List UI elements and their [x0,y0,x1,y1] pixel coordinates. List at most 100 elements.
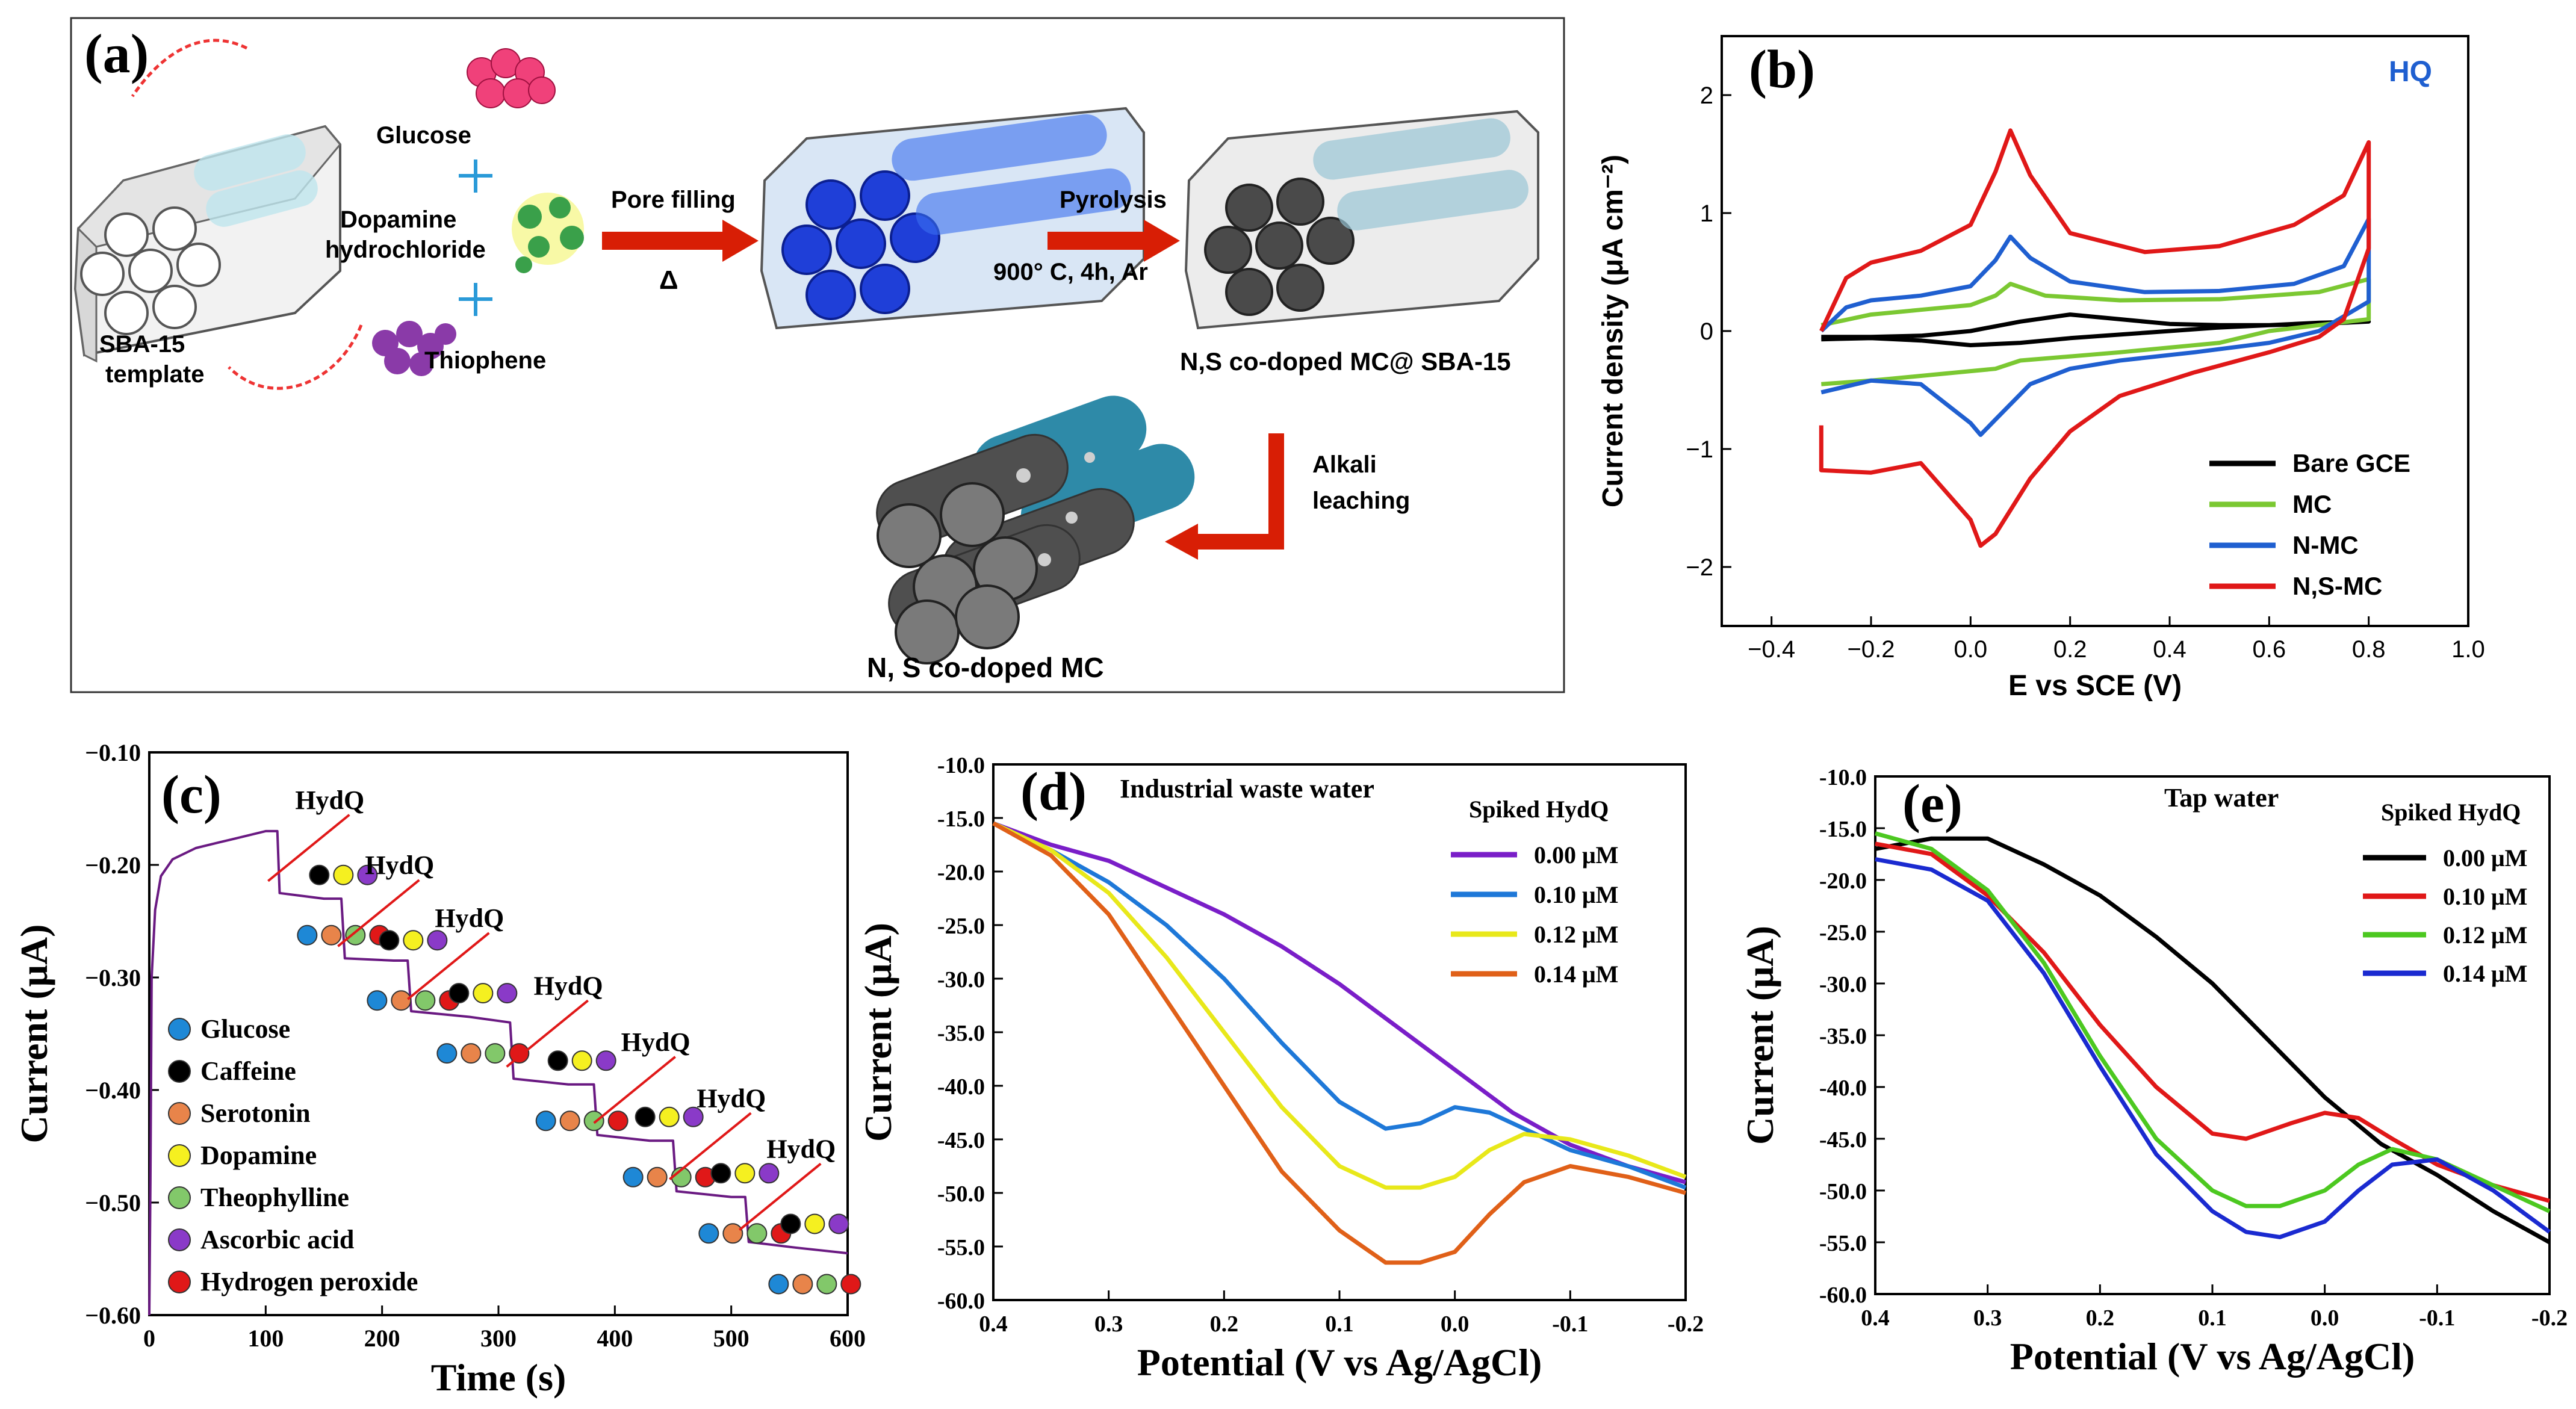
legend-label-e-1: 0.10 μM [2443,883,2527,910]
delta-label: Δ [659,265,678,295]
y-tick-label-b: −1 [1686,436,1713,463]
chart-title-b: HQ [2389,56,2432,88]
interferent-dot-2 [509,1043,530,1064]
y-tick-label-e: -20.0 [1819,869,1867,894]
y-tick-label-b: 1 [1700,200,1713,227]
y-tick-label-d: -60.0 [937,1289,985,1314]
template-label-1: SBA-15 [99,331,185,358]
y-tick-label-e: -25.0 [1819,920,1867,946]
y-tick-label-d: -10.0 [937,753,985,778]
legend-marker-c-5 [168,1228,191,1251]
product-rods-icon [876,395,1195,664]
y-tick-label-e: -10.0 [1819,765,1867,790]
y-axis-label-e: Current (μA) [1739,926,1781,1145]
x-tick-label-c: 600 [830,1325,866,1352]
x-tick-label-b: 0.6 [2253,636,2286,663]
legend-marker-c-2 [168,1102,191,1125]
carbonized-composite-icon [1184,110,1539,330]
x-tick-label-b: 0.4 [2153,636,2186,663]
y-axis-label-c: Current (μA) [13,924,55,1144]
hydq-arrow-4 [593,1056,676,1124]
legend-title-e: Spiked HydQ [2381,799,2521,826]
chart-e: 0.4 0.3 0.2 0.1 0.0 -0.1 -0.2 -60.0 -55.0 -50.0 -4… [1739,765,2568,1378]
legend-label-b-1: MC [2292,490,2332,518]
hydq-arrow-1 [337,879,420,947]
interferent-dot-3 [595,1050,616,1071]
interferent-dot-0 [321,924,342,946]
y-tick-label-d: -30.0 [937,967,985,992]
x-tick-label-d: -0.1 [1552,1311,1588,1337]
x-axis-label-c: Time (s) [431,1356,566,1399]
interferent-dot-4 [647,1166,668,1188]
series-line-b-3 [1819,128,2371,548]
interferent-dot-6 [840,1274,861,1295]
interferent-dot-6 [804,1213,825,1234]
interferent-dot-6 [792,1274,813,1295]
interferent-dot-0 [297,924,318,946]
x-tick-label-e: 0.2 [2086,1305,2115,1331]
x-tick-label-c: 300 [480,1325,517,1352]
y-tick-label-c: −0.40 [85,1077,141,1104]
chart-title-d: Industrial waste water [1120,774,1374,804]
y-tick-label-c: −0.20 [85,852,141,879]
series-line-d-1 [992,821,1687,1190]
x-tick-label-c: 400 [597,1325,633,1352]
interferent-dot-4 [635,1106,656,1127]
interferent-dot-6 [816,1274,837,1295]
hydq-arrow-0 [267,814,350,882]
interferent-dot-5 [759,1163,780,1184]
alkali-label-2: leaching [1312,488,1410,514]
alkali-leaching-arrow-icon [1198,433,1284,550]
thiophene-molecule-icon [372,321,456,376]
x-tick-label-b: −0.2 [1848,636,1895,663]
hydq-arrow-2 [407,932,490,1000]
pore-filled-template-icon [760,107,1145,330]
legend-label-e-3: 0.14 μM [2443,960,2527,987]
y-tick-label-c: −0.60 [85,1302,141,1329]
x-tick-label-b: 0.8 [2352,636,2386,663]
interferent-dot-6 [768,1274,789,1295]
interferent-dot-4 [659,1106,680,1127]
series-line-d-2 [992,821,1687,1190]
interferent-dot-5 [722,1223,743,1244]
y-tick-label-d: -25.0 [937,914,985,939]
x-tick-label-d: 0.0 [1441,1311,1470,1337]
x-tick-label-b: 0.2 [2053,636,2087,663]
chart-title-e: Tap water [2164,783,2279,813]
recycle-arrow-top-icon [131,39,248,98]
x-tick-label-c: 0 [143,1325,155,1352]
interferent-dot-5 [698,1223,719,1244]
legend-marker-c-1 [168,1060,191,1083]
panel-label-c: (c) [161,765,222,825]
series-line-d-0 [992,821,1686,1184]
interferent-dot-4 [622,1166,644,1188]
hydq-annotation-0: HydQ [295,785,364,815]
interferent-dot-4 [683,1106,704,1127]
pore-filling-label: Pore filling [611,187,736,213]
interferent-dot-2 [448,983,470,1004]
interferent-dot-2 [497,983,518,1004]
thiophene-label: Thiophene [424,347,546,374]
recycle-arrow-bottom-icon [228,324,363,390]
panel-label-d: (d) [1020,762,1087,822]
legend-label-b-3: N,S-MC [2292,572,2382,600]
x-tick-label-e: -0.2 [2531,1305,2568,1331]
interferent-dot-0 [333,864,354,885]
interferent-dot-6 [780,1213,801,1234]
hydq-arrow-6 [739,1162,822,1231]
interferent-dot-0 [357,864,378,885]
pyrolysis-conditions: 900° C, 4h, Ar [993,259,1148,285]
chart-b: −0.4 −0.2 0.0 0.2 0.4 0.6 0.8 1.0 −2 −1 0 1 2 E vs SC… [1597,35,2485,702]
legend-marker-c-3 [168,1144,191,1167]
hydq-arrow-3 [506,999,589,1068]
y-tick-label-e: -30.0 [1819,972,1867,997]
legend-label-b-2: N-MC [2292,531,2359,559]
x-axis-label-e: Potential (V vs Ag/AgCl) [2010,1335,2415,1378]
legend-title-d: Spiked HydQ [1469,796,1609,823]
pyrolysis-label: Pyrolysis [1060,187,1167,213]
chart-c: 0 100 200 300 400 500 600 −0.60 −0.50 −0.40 −0.30 −… [13,739,866,1399]
legend-label-c-5: Ascorbic acid [200,1225,354,1254]
series-line-d-3 [992,821,1686,1265]
hydq-annotation-2: HydQ [435,903,504,933]
